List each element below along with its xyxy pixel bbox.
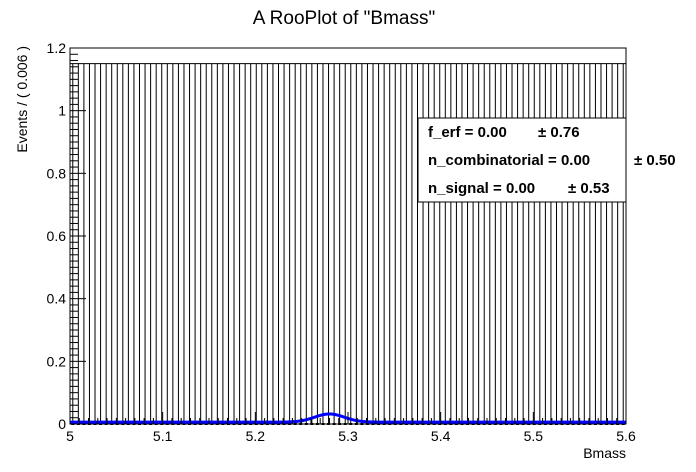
- stats-box-frame: [417, 117, 627, 203]
- y-tick-label: 0: [58, 416, 66, 432]
- x-axis-label: Bmass: [583, 445, 626, 461]
- x-tick-label: 5.3: [338, 428, 358, 444]
- y-tick-label: 0.4: [47, 291, 67, 307]
- y-tick-label: 1: [58, 103, 66, 119]
- error-bars-group: [70, 63, 626, 424]
- chart-title: A RooPlot of "Bmass": [253, 8, 435, 29]
- stat-n-combinatorial-error: ± 0.50: [634, 152, 676, 169]
- x-tick-label: 5.1: [153, 428, 173, 444]
- y-axis: 0 0.2 0.4 0.6 0.8 1 1.2: [47, 40, 86, 432]
- y-tick-label: 1.2: [47, 40, 67, 56]
- stat-n-signal-label: n_signal = 0.00: [428, 180, 535, 197]
- stats-box: f_erf = 0.00 ± 0.76 n_combinatorial = 0.…: [417, 117, 676, 203]
- y-axis-label: Events / ( 0.006 ): [14, 46, 30, 153]
- y-tick-label: 0.2: [47, 353, 67, 369]
- y-tick-label: 0.8: [47, 165, 67, 181]
- x-tick-label: 5.6: [616, 428, 636, 444]
- x-axis: 5 5.1 5.2 5.3 5.4 5.5 5.6: [66, 412, 636, 444]
- stat-f-erf-error: ± 0.76: [538, 124, 580, 141]
- stat-n-signal-error: ± 0.53: [568, 180, 610, 197]
- x-tick-label: 5.5: [524, 428, 544, 444]
- x-tick-label: 5.2: [246, 428, 266, 444]
- stat-n-combinatorial-label: n_combinatorial = 0.00: [428, 152, 590, 169]
- y-tick-label: 0.6: [47, 228, 67, 244]
- x-tick-label: 5.4: [431, 428, 451, 444]
- plot-frame: [69, 47, 627, 425]
- x-tick-label: 5: [66, 428, 74, 444]
- stat-f-erf-label: f_erf = 0.00: [428, 124, 507, 141]
